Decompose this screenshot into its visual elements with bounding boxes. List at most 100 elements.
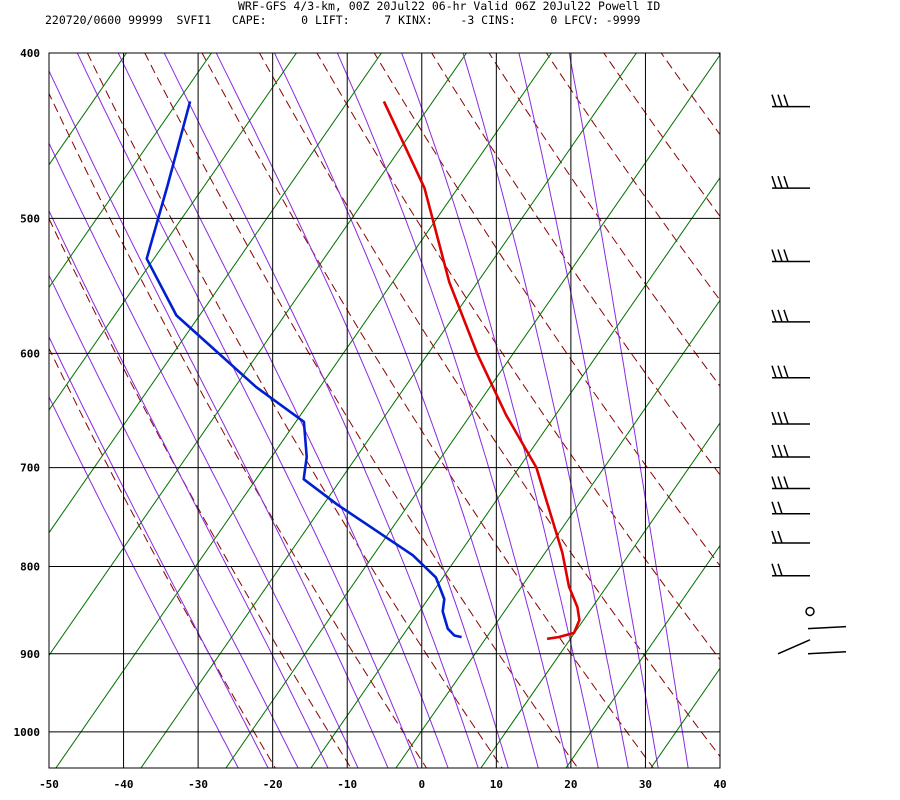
wind-barb-flag [771, 175, 777, 189]
moist-adiabat-line [273, 53, 539, 768]
dry-adiabat-line [201, 53, 655, 768]
wind-barb-flag [771, 365, 777, 378]
wind-barb-flag [783, 94, 789, 107]
dewpoint-line [145, 101, 462, 639]
wind-barb-staff [807, 625, 847, 630]
x-tick-label: -10 [337, 778, 357, 791]
moist-adiabat-line [49, 335, 269, 768]
moist-adiabat-line [568, 53, 689, 768]
x-tick-label: 30 [639, 778, 652, 791]
dry-adiabat-line [861, 15, 900, 775]
mixing-ratio-line [480, 422, 720, 768]
wind-barb-flag [783, 175, 789, 189]
wind-barb-flag [771, 309, 777, 323]
dry-adiabat-line [49, 347, 276, 768]
x-tick-label: -20 [263, 778, 283, 791]
wind-barb [771, 476, 810, 490]
y-tick-label: 500 [20, 212, 40, 225]
dry-adiabat-line [717, 53, 720, 56]
dry-adiabat-line [804, 15, 900, 775]
wind-barb-flag [777, 365, 783, 378]
moist-adiabat-line [401, 53, 599, 768]
wind-barb-flag [783, 411, 789, 425]
dry-adiabat-line [603, 53, 720, 218]
mixing-ratio-line [0, 43, 48, 778]
mixing-ratio-line [310, 176, 720, 768]
x-tick-label: -50 [39, 778, 59, 791]
mixing-ratio-line [650, 667, 720, 768]
wind-barb-flag [777, 309, 783, 323]
wind-barb-flag [777, 175, 783, 189]
wind-barb [771, 411, 810, 425]
moist-adiabat-line [163, 53, 479, 768]
x-tick-label: 10 [490, 778, 503, 791]
wind-barb-flag [777, 501, 783, 514]
wind-barb-flag [777, 94, 783, 107]
mixing-ratio-line [225, 54, 720, 768]
chart-header-line2: 220720/0600 99999 SVFI1 CAPE: 0 LIFT: 7 … [45, 13, 641, 27]
wind-barb-flag [783, 444, 789, 458]
wind-barb [771, 94, 810, 108]
wind-barb-staff [777, 639, 811, 655]
dry-adiabat-line [144, 53, 579, 768]
moist-adiabat-line [215, 53, 509, 768]
moist-adiabat-line [49, 142, 359, 768]
moist-adiabat-line [462, 53, 629, 768]
wind-barb-flag [783, 365, 789, 378]
dry-adiabat-line [660, 53, 720, 136]
moist-adiabat-line [336, 53, 569, 768]
wind-barb-staff [807, 651, 847, 655]
y-tick-label: 700 [20, 462, 40, 475]
temperature-line [382, 100, 581, 641]
wind-barb [771, 249, 810, 263]
wind-barb-flag [777, 411, 783, 425]
moist-adiabat-line [49, 209, 329, 768]
mixing-ratio-line [49, 53, 213, 289]
wind-barb-flag [771, 476, 777, 489]
wind-barb [771, 309, 810, 323]
dry-adiabat-line [488, 53, 720, 387]
moist-adiabat-line [518, 53, 659, 768]
wind-barb [771, 563, 810, 577]
dry-adiabat-line [49, 92, 428, 768]
wind-barb [771, 365, 810, 379]
y-tick-label: 600 [20, 347, 40, 360]
wind-barb-flag [777, 563, 783, 576]
x-tick-label: -30 [188, 778, 208, 791]
dry-adiabat-line [49, 217, 352, 768]
chart-header-line1: WRF-GFS 4/3-km, 00Z 20Jul22 06-hr Valid … [238, 0, 661, 13]
dry-adiabat-line [431, 53, 720, 476]
mixing-ratio-line [49, 53, 468, 657]
y-tick-label: 1000 [14, 726, 41, 739]
x-tick-label: 20 [564, 778, 577, 791]
moist-adiabat-line [117, 53, 449, 768]
wind-barb-flag [771, 444, 777, 458]
x-tick-label: 40 [713, 778, 726, 791]
mixing-ratio-line [729, 43, 900, 778]
moist-adiabat-line [49, 69, 389, 768]
calm-circle-icon [805, 606, 815, 617]
x-tick-label: -40 [114, 778, 134, 791]
wind-barb-flag [771, 411, 777, 425]
wind-barb [771, 530, 810, 544]
wind-barb [771, 501, 810, 515]
mixing-ratio-line [565, 544, 720, 768]
mixing-ratio-line [55, 53, 553, 768]
dry-adiabat-line [316, 53, 720, 661]
wind-barb [771, 444, 810, 458]
moist-adiabat-line [49, 395, 239, 768]
wind-barb [805, 606, 815, 617]
x-tick-label: 0 [418, 778, 425, 791]
wind-barb-flag [777, 249, 783, 262]
plot-area [0, 15, 900, 778]
dry-adiabat-line [86, 53, 503, 768]
mixing-ratio-line [49, 53, 383, 534]
moist-adiabat-line [76, 53, 419, 768]
mixing-ratio-line [49, 53, 298, 411]
mixing-ratio-line [140, 53, 638, 768]
mixing-ratio-line [395, 299, 720, 768]
wind-barb-flag [771, 530, 777, 544]
mixing-ratio-line [49, 53, 128, 166]
